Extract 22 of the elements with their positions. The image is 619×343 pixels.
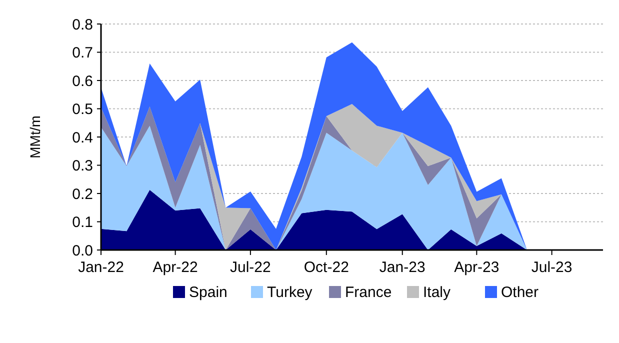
y-tick-label: 0.5 [72,101,93,118]
x-tick-label: Apr-22 [152,259,198,276]
x-tick-label: Jan-23 [379,259,426,276]
y-tick-label: 0.7 [72,44,93,62]
y-tick-label: 0.6 [72,72,93,90]
legend-label: Spain [189,284,228,301]
y-tick-label: 0.0 [72,242,93,260]
x-tick-label: Jul-23 [531,259,572,276]
y-tick-label: 0.2 [72,186,93,203]
legend-label: France [345,284,392,301]
x-tick-label: Oct-22 [304,259,349,276]
x-tick-label: Apr-23 [454,259,500,276]
y-tick-label: 0.4 [72,129,93,146]
legend-label: Other [501,284,539,301]
legend-label: Italy [423,284,452,301]
y-tick-label: 0.1 [72,214,93,231]
x-tick-label: Jan-22 [78,259,124,276]
y-tick-label: 0.3 [72,158,93,174]
y-tick-label: 0.8 [72,16,93,34]
legend-label: Turkey [267,284,313,301]
y-axis-title: MMt/m [27,116,43,158]
x-tick-label: Jul-22 [230,259,271,276]
